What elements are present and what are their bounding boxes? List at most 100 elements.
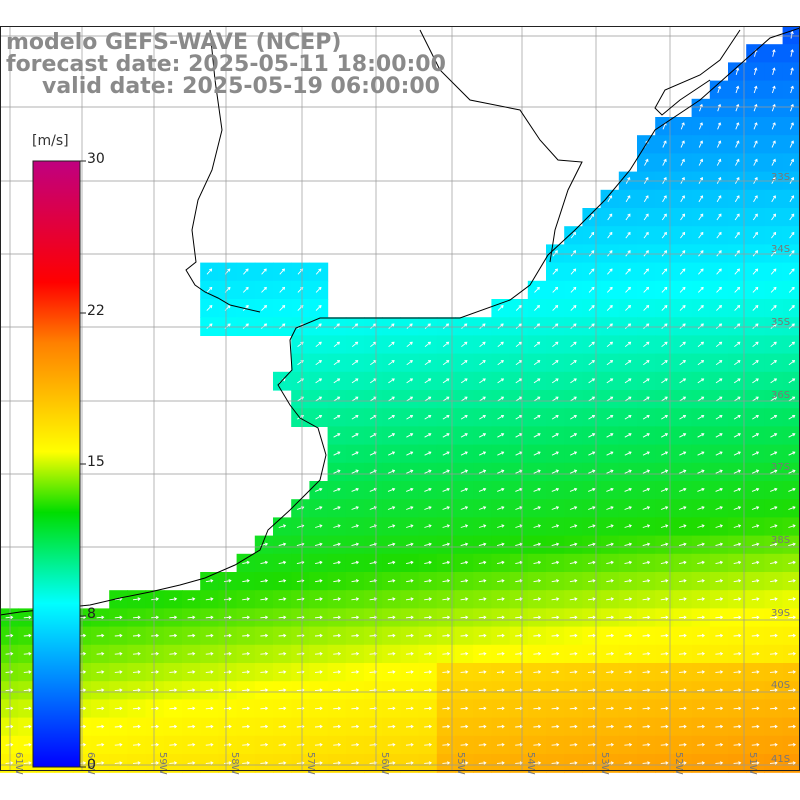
- wind-arrow: [697, 670, 705, 674]
- wind-arrow: [697, 305, 704, 311]
- wind-arrow: [588, 487, 596, 492]
- wind-arrow: [479, 378, 486, 384]
- wind-arrow: [351, 451, 359, 456]
- lon-label: 60W: [85, 752, 96, 775]
- wind-arrow: [551, 451, 559, 456]
- wind-arrow: [770, 560, 778, 565]
- wind-arrow: [625, 213, 631, 221]
- wind-arrow: [788, 469, 796, 474]
- wind-arrow: [206, 286, 213, 293]
- wind-arrow: [205, 706, 214, 711]
- wind-arrow: [569, 761, 578, 765]
- wind-arrow: [733, 615, 742, 620]
- wind-arrow: [23, 706, 32, 711]
- wind-arrow: [279, 268, 285, 275]
- wind-arrow: [405, 652, 414, 656]
- wind-arrow: [478, 761, 487, 765]
- wind-arrow: [769, 633, 778, 638]
- wind-arrow: [533, 524, 541, 528]
- wind-arrow: [351, 487, 359, 492]
- wind-arrow: [479, 414, 486, 420]
- wind-arrow: [442, 414, 450, 420]
- wind-arrow: [424, 706, 432, 711]
- wind-arrow: [752, 396, 759, 402]
- wind-arrow: [534, 305, 540, 311]
- wind-arrow: [424, 433, 432, 438]
- wind-arrow: [588, 250, 595, 257]
- wind-arrow: [442, 652, 451, 656]
- wind-arrow: [770, 286, 777, 293]
- wind-arrow: [771, 158, 776, 166]
- wind-arrow: [333, 360, 341, 366]
- lat-label: 40S: [771, 680, 790, 691]
- wind-arrow: [715, 615, 724, 620]
- wind-arrow: [351, 469, 359, 474]
- wind-arrow: [223, 688, 232, 692]
- wind-arrow: [660, 469, 669, 474]
- wind-arrow: [478, 542, 487, 547]
- wind-arrow: [533, 688, 542, 692]
- wind-arrow: [369, 688, 378, 692]
- wind-arrow: [278, 597, 287, 601]
- wind-arrow: [533, 633, 542, 638]
- wind-arrow: [460, 652, 469, 656]
- wind-arrow: [661, 231, 667, 239]
- wind-arrow: [533, 378, 541, 384]
- wind-arrow: [697, 323, 704, 329]
- wind-arrow: [717, 103, 722, 112]
- wind-arrow: [223, 706, 232, 711]
- wind-arrow: [625, 305, 631, 311]
- wind-arrow: [570, 286, 577, 293]
- wind-arrow: [551, 597, 560, 601]
- wind-arrow: [606, 579, 614, 583]
- wind-arrow: [752, 250, 759, 257]
- wind-arrow: [369, 633, 378, 638]
- wind-arrow: [405, 670, 414, 674]
- wind-arrow: [315, 323, 322, 329]
- wind-arrow: [606, 688, 614, 692]
- wind-arrow: [405, 633, 414, 638]
- wind-arrow: [752, 360, 759, 366]
- wind-arrow: [460, 414, 468, 420]
- wind-arrow: [735, 67, 740, 76]
- wind-arrow: [788, 670, 796, 674]
- wind-arrow: [789, 231, 795, 239]
- wind-arrow: [752, 414, 759, 420]
- wind-arrow: [715, 360, 723, 366]
- wind-arrow: [734, 360, 741, 366]
- wind-arrow: [772, 49, 776, 57]
- wind-arrow: [788, 396, 796, 402]
- wind-arrow: [625, 286, 631, 293]
- wind-arrow: [151, 761, 159, 765]
- wind-arrow: [187, 615, 196, 620]
- wind-arrow: [733, 597, 742, 601]
- wind-arrow: [169, 652, 178, 656]
- wind-arrow: [751, 670, 760, 674]
- wind-arrow: [788, 414, 796, 420]
- wind-arrow: [23, 652, 32, 656]
- wind-arrow: [788, 743, 796, 747]
- wind-arrow: [442, 706, 451, 711]
- wind-arrow: [369, 724, 378, 729]
- wind-arrow: [406, 579, 414, 583]
- wind-arrow: [606, 633, 614, 638]
- wind-arrow: [569, 597, 578, 601]
- wind-arrow: [769, 724, 778, 729]
- wind-arrow: [733, 451, 741, 456]
- wind-arrow: [369, 652, 378, 656]
- wind-arrow: [278, 524, 287, 528]
- wind-arrow: [315, 579, 323, 583]
- wind-arrow: [642, 670, 651, 674]
- wind-arrow: [96, 633, 105, 638]
- wind-arrow: [697, 761, 705, 765]
- wind-arrow: [624, 579, 633, 583]
- wind-arrow: [387, 506, 396, 510]
- wind-arrow: [260, 633, 269, 638]
- wind-arrow: [460, 724, 469, 729]
- wind-arrow: [351, 724, 360, 729]
- wind-arrow: [424, 469, 432, 474]
- wind-arrow: [788, 542, 796, 547]
- wind-arrow: [570, 451, 578, 456]
- wind-arrow: [388, 323, 395, 329]
- wind-arrow: [624, 524, 632, 528]
